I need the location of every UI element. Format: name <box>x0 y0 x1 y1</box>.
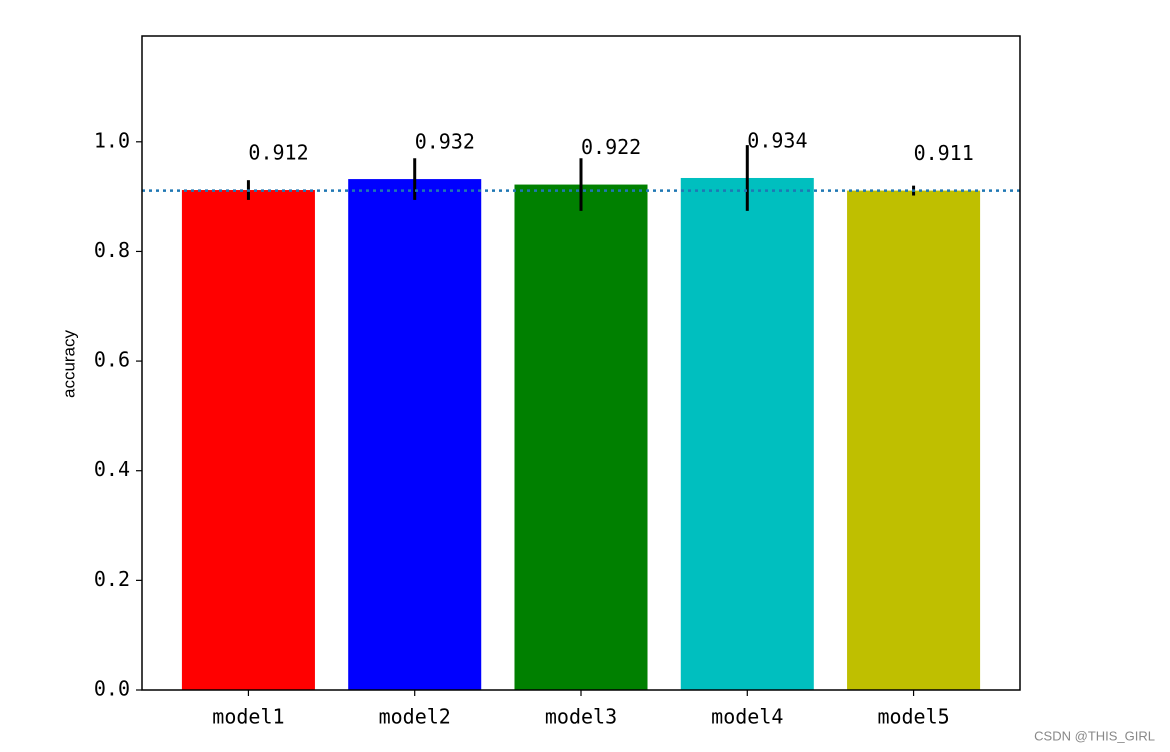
x-tick-label: model5 <box>877 705 949 729</box>
x-tick-label: model3 <box>545 705 617 729</box>
plot-frame <box>141 35 1021 691</box>
y-tick-label: 0.2 <box>94 567 130 591</box>
x-tick-label: model4 <box>711 705 783 729</box>
y-tick-label: 0.0 <box>94 677 130 701</box>
bar <box>348 179 482 690</box>
bar <box>847 190 981 690</box>
bar <box>680 177 814 691</box>
value-label: 0.922 <box>581 135 641 159</box>
y-tick-label: 0.6 <box>94 348 130 372</box>
value-label: 0.932 <box>415 130 475 154</box>
bar <box>514 184 648 690</box>
value-label: 0.911 <box>914 141 974 165</box>
x-tick-label: model2 <box>379 705 451 729</box>
value-label: 0.912 <box>248 141 308 165</box>
watermark: CSDN @THIS_GIRL <box>1034 728 1155 743</box>
x-tick-label: model1 <box>212 705 284 729</box>
value-label: 0.934 <box>747 128 807 152</box>
y-tick-label: 1.0 <box>94 128 130 152</box>
bar <box>181 190 315 691</box>
y-tick-label: 0.4 <box>94 457 130 481</box>
y-axis-label: accuracy <box>59 329 78 398</box>
y-tick-label: 0.8 <box>94 238 130 262</box>
